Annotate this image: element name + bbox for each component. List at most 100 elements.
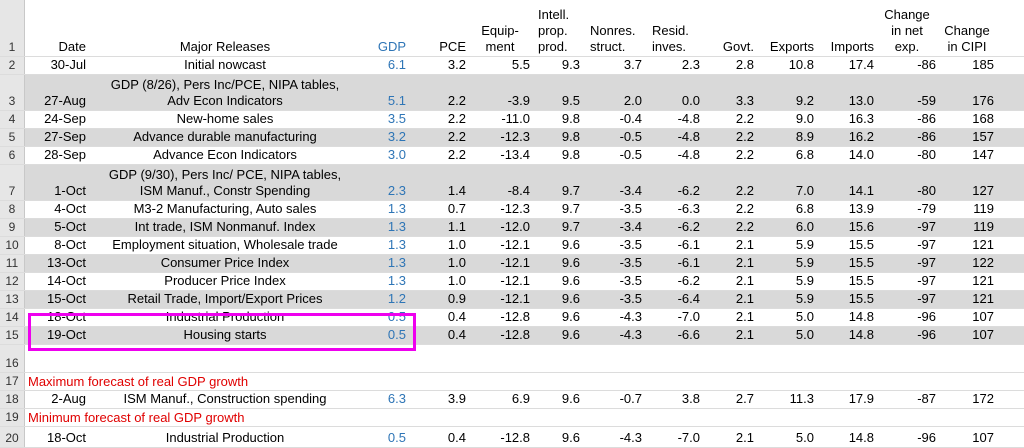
cell-exports[interactable]: 5.9 xyxy=(795,237,814,252)
cell-resid[interactable]: -6.1 xyxy=(677,237,700,252)
cell-netexp[interactable]: -97 xyxy=(917,273,936,288)
cell-netexp[interactable]: -86 xyxy=(917,129,936,144)
cell-equipment[interactable]: -3.9 xyxy=(507,93,530,108)
table-row[interactable]: 14 18-Oct Industrial Production 0.5 0.4 -12.8… xyxy=(0,309,1024,327)
cell-pce[interactable]: 2.2 xyxy=(447,129,466,144)
cell-gdp[interactable]: 1.3 xyxy=(387,237,406,252)
cell-equipment[interactable]: -12.1 xyxy=(500,273,530,288)
cell-imports[interactable]: 14.1 xyxy=(848,183,874,198)
cell-govt[interactable]: 2.1 xyxy=(735,255,754,270)
cell-equipment[interactable]: -11.0 xyxy=(501,111,530,126)
cell-resid[interactable]: -6.2 xyxy=(677,183,700,198)
cell-cipi[interactable]: 147 xyxy=(972,147,994,162)
cell-nonres[interactable]: -4.3 xyxy=(619,327,642,342)
cell-pce[interactable]: 0.4 xyxy=(447,327,466,342)
cell-date[interactable]: 15-Oct xyxy=(46,291,86,306)
cell-date[interactable]: 27-Aug xyxy=(44,93,86,108)
cell-exports[interactable]: 9.2 xyxy=(795,93,814,108)
cell-date[interactable]: 1-Oct xyxy=(54,183,86,198)
cell-nonres[interactable]: -4.3 xyxy=(619,430,642,445)
row-number[interactable]: 17 xyxy=(5,374,19,388)
row-number[interactable]: 6 xyxy=(8,148,16,162)
cell-date[interactable]: 4-Oct xyxy=(54,201,86,216)
table-row[interactable]: 10 8-Oct Employment situation, Wholesale t… xyxy=(0,237,1024,255)
cell-nonres[interactable]: -3.5 xyxy=(619,291,642,306)
cell-imports[interactable]: 15.5 xyxy=(848,291,874,306)
cell-govt[interactable]: 2.2 xyxy=(735,129,754,144)
cell-intell[interactable]: 9.6 xyxy=(561,327,580,342)
cell-gdp[interactable]: 3.0 xyxy=(387,147,406,162)
cell-gdp[interactable]: 2.3 xyxy=(387,183,406,198)
cell-release[interactable]: Advance durable manufacturing xyxy=(133,129,317,144)
cell-govt[interactable]: 2.2 xyxy=(735,111,754,126)
cell-resid[interactable]: -6.4 xyxy=(677,291,700,306)
cell-release[interactable]: Initial nowcast xyxy=(184,57,266,72)
cell-equipment[interactable]: -13.4 xyxy=(500,147,530,162)
table-row[interactable]: 7 1-Oct GDP (9/30), Pers Inc/ PCE, NIPA ta… xyxy=(0,165,1024,201)
cell-govt[interactable]: 2.1 xyxy=(735,430,754,445)
cell-release[interactable]: New-home sales xyxy=(176,111,274,126)
cell-govt[interactable]: 2.8 xyxy=(735,57,754,72)
row-number[interactable]: 2 xyxy=(8,58,16,72)
cell-equipment[interactable]: 5.5 xyxy=(511,57,530,72)
cell-imports[interactable]: 14.8 xyxy=(848,309,874,324)
row-number[interactable]: 13 xyxy=(5,292,19,306)
cell-equipment[interactable]: -12.8 xyxy=(500,309,530,324)
row-number[interactable]: 1 xyxy=(8,40,16,54)
cell-exports[interactable]: 5.0 xyxy=(795,327,814,342)
cell-exports[interactable]: 9.0 xyxy=(795,111,814,126)
cell-gdp[interactable]: 0.5 xyxy=(387,309,406,324)
cell-cipi[interactable]: 157 xyxy=(972,129,994,144)
cell-pce[interactable]: 1.4 xyxy=(447,183,466,198)
cell-release[interactable]: Retail Trade, Import/Export Prices xyxy=(127,291,323,306)
cell-imports[interactable]: 13.0 xyxy=(848,93,874,108)
cell-pce[interactable]: 0.7 xyxy=(447,201,466,216)
cell-date[interactable]: 18-Oct xyxy=(46,309,86,324)
cell-imports[interactable]: 16.3 xyxy=(848,111,874,126)
cell-equipment[interactable]: -12.1 xyxy=(500,291,530,306)
table-row[interactable]: 9 5-Oct Int trade, ISM Nonmanuf. Index 1.3 1… xyxy=(0,219,1024,237)
cell-cipi[interactable]: 107 xyxy=(972,430,994,445)
cell-cipi[interactable]: 172 xyxy=(972,391,994,406)
cell-govt[interactable]: 2.1 xyxy=(735,273,754,288)
row-number[interactable]: 16 xyxy=(5,356,19,370)
cell-intell[interactable]: 9.8 xyxy=(561,147,580,162)
cell-exports[interactable]: 5.9 xyxy=(795,255,814,270)
cell-cipi[interactable]: 119 xyxy=(973,201,994,216)
cell-netexp[interactable]: -97 xyxy=(917,219,936,234)
cell-netexp[interactable]: -96 xyxy=(917,430,936,445)
cell-date[interactable]: 14-Oct xyxy=(46,273,86,288)
cell-netexp[interactable]: -97 xyxy=(917,237,936,252)
cell-release[interactable]: Advance Econ Indicators xyxy=(153,147,297,162)
cell-imports[interactable]: 15.5 xyxy=(848,255,874,270)
cell-intell[interactable]: 9.7 xyxy=(561,219,580,234)
cell-date[interactable]: 2-Aug xyxy=(51,391,86,406)
cell-gdp[interactable]: 0.5 xyxy=(387,327,406,342)
cell-pce[interactable]: 2.2 xyxy=(447,111,466,126)
cell-cipi[interactable]: 176 xyxy=(972,93,994,108)
cell-release[interactable]: GDP (9/30), Pers Inc/ PCE, NIPA tables, I… xyxy=(90,167,360,200)
cell-pce[interactable]: 2.2 xyxy=(447,93,466,108)
cell-cipi[interactable]: 121 xyxy=(972,291,994,306)
cell-intell[interactable]: 9.6 xyxy=(561,255,580,270)
table-row[interactable]: 12 14-Oct Producer Price Index 1.3 1.0 -12.1 9… xyxy=(0,273,1024,291)
cell-netexp[interactable]: -80 xyxy=(917,183,936,198)
table-row[interactable]: 11 13-Oct Consumer Price Index 1.3 1.0 -12.1 9… xyxy=(0,255,1024,273)
cell-resid[interactable]: -6.1 xyxy=(677,255,700,270)
cell-pce[interactable]: 3.9 xyxy=(447,391,466,406)
cell-nonres[interactable]: 3.7 xyxy=(623,57,642,72)
cell-nonres[interactable]: -0.5 xyxy=(619,129,642,144)
cell-date[interactable]: 27-Sep xyxy=(44,129,86,144)
cell-govt[interactable]: 2.7 xyxy=(735,391,754,406)
cell-release[interactable]: Employment situation, Wholesale trade xyxy=(112,237,338,252)
cell-govt[interactable]: 2.1 xyxy=(735,291,754,306)
cell-nonres[interactable]: -3.5 xyxy=(619,273,642,288)
cell-netexp[interactable]: -86 xyxy=(917,111,936,126)
cell-imports[interactable]: 13.9 xyxy=(848,201,874,216)
cell-date[interactable]: 18-Oct xyxy=(46,430,86,445)
cell-gdp[interactable]: 3.2 xyxy=(387,129,406,144)
cell-imports[interactable]: 15.5 xyxy=(848,273,874,288)
cell-govt[interactable]: 2.1 xyxy=(735,237,754,252)
cell-gdp[interactable]: 0.5 xyxy=(387,430,406,445)
table-row[interactable]: 3 27-Aug GDP (8/26), Pers Inc/PCE, NIPA ta… xyxy=(0,75,1024,111)
